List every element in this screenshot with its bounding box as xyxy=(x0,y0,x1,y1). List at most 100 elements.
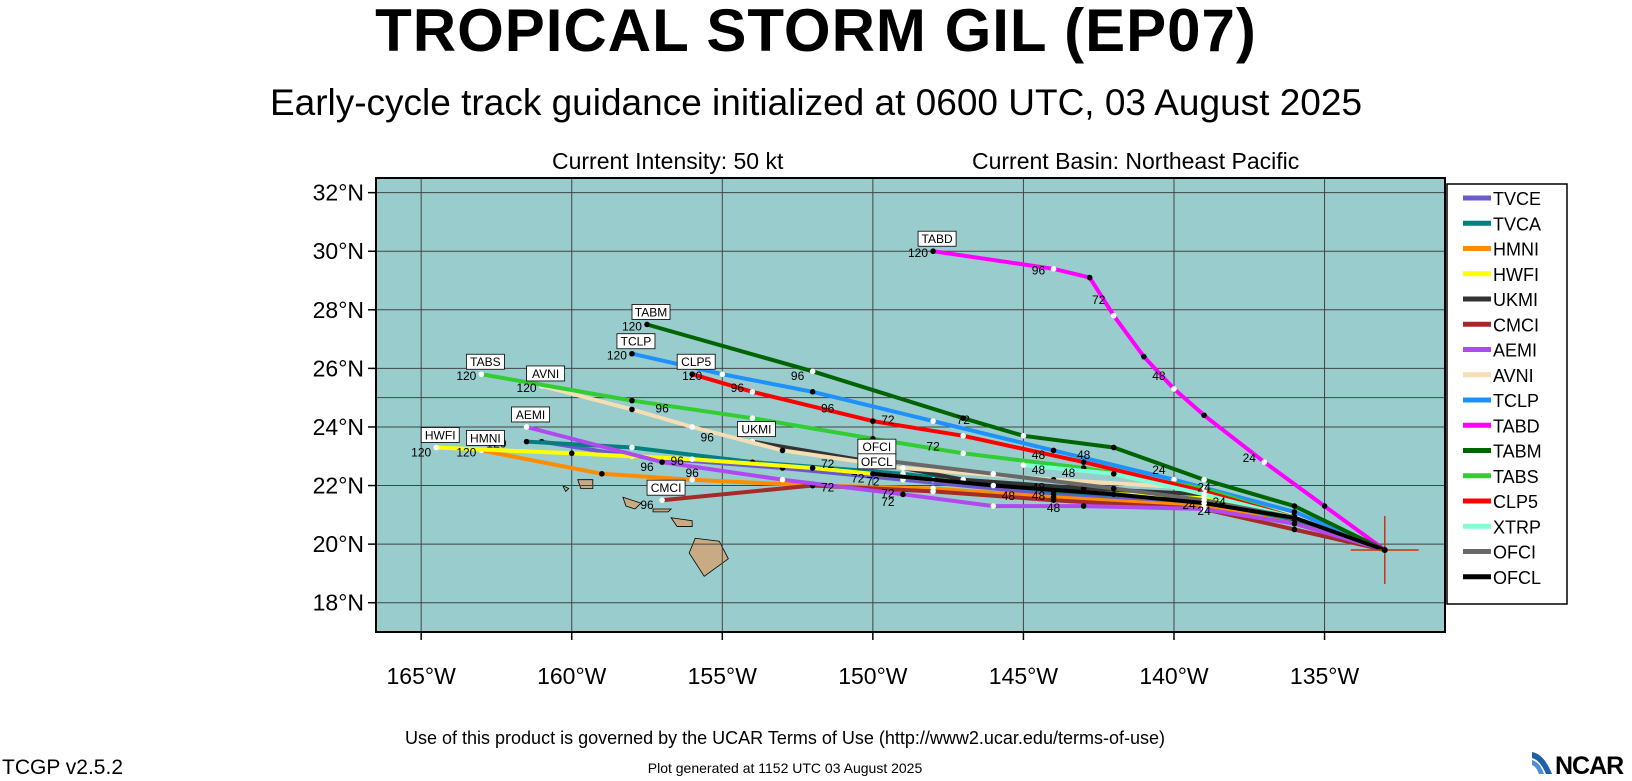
lon-tick-label: 140°W xyxy=(1139,663,1209,689)
end-label-box xyxy=(676,353,716,370)
legend-item-avni: AVNI xyxy=(1463,366,1534,386)
map-frame xyxy=(375,177,1446,633)
end-label-box xyxy=(857,453,897,470)
map-title: TROPICAL STORM GIL (EP07) xyxy=(375,0,1257,64)
end-label-aemi: AEMI xyxy=(511,406,550,423)
island-1 xyxy=(670,517,693,527)
legend-item-xtrp: XTRP xyxy=(1463,517,1541,537)
lat-tick-label: 18°N xyxy=(313,590,364,616)
island-0 xyxy=(688,537,729,577)
track-point xyxy=(1020,432,1027,439)
track-point xyxy=(749,389,756,395)
track-point xyxy=(1291,503,1298,509)
track-point xyxy=(1291,526,1298,533)
track-point xyxy=(719,371,726,378)
track-point xyxy=(523,424,530,430)
ocean-background xyxy=(376,178,1445,632)
track-point xyxy=(1110,312,1117,319)
end-label-text: OFCL xyxy=(861,455,893,469)
forecast-hour-label: 96 xyxy=(1032,264,1046,278)
current-basin: Current Basin: Northeast Pacific xyxy=(972,148,1300,174)
lat-tick-label: 32°N xyxy=(313,180,364,206)
end-label-box xyxy=(917,230,957,247)
legend-label: CLP5 xyxy=(1493,492,1538,512)
track-point xyxy=(930,248,936,255)
track-point xyxy=(1080,503,1087,509)
forecast-hour-label: 120 xyxy=(607,349,627,363)
track-point xyxy=(1171,476,1177,483)
map-subtitle: Early-cycle track guidance initialized a… xyxy=(269,82,1363,123)
forecast-hour-label: 72 xyxy=(881,495,895,509)
position-dot xyxy=(1381,546,1388,553)
legend-item-cmci: CMCI xyxy=(1463,315,1539,335)
track-point xyxy=(1171,386,1177,392)
end-label-box xyxy=(465,353,505,370)
end-label-box xyxy=(465,429,505,446)
legend-label: CMCI xyxy=(1493,315,1539,335)
track-point xyxy=(629,397,635,404)
track-point xyxy=(689,371,695,378)
track-point xyxy=(568,450,575,457)
end-label-box xyxy=(737,421,776,438)
track-point xyxy=(1110,491,1117,498)
legend-item-tabs: TABS xyxy=(1463,467,1539,487)
forecast-hour-label: 120 xyxy=(411,445,431,459)
track-point xyxy=(870,418,876,424)
end-label-text: OFCI xyxy=(863,440,892,454)
track-point xyxy=(599,471,605,477)
end-label-hmni: HMNI xyxy=(465,429,505,446)
track-point xyxy=(659,459,665,465)
lat-tick-label: 26°N xyxy=(313,355,364,381)
track-lines xyxy=(433,248,1386,552)
end-label-tabm: TABM xyxy=(631,304,671,320)
lat-tick-label: 28°N xyxy=(313,297,364,323)
track-point xyxy=(809,368,816,375)
forecast-hour-label: 96 xyxy=(640,460,654,474)
legend-item-tabd: TABD xyxy=(1463,416,1540,436)
forecast-hour-label: 120 xyxy=(682,369,702,383)
end-label-hwfi: HWFI xyxy=(420,427,460,443)
track-point xyxy=(809,389,816,395)
forecast-hour-label: 48 xyxy=(1032,489,1046,503)
end-label-box xyxy=(526,365,566,382)
forecast-hour-label: 120 xyxy=(908,246,928,260)
end-label-text: TABS xyxy=(470,355,500,369)
lon-tick-label: 155°W xyxy=(688,663,758,689)
legend-item-tabm: TABM xyxy=(1463,442,1542,462)
track-point xyxy=(1141,353,1147,360)
track-point xyxy=(1201,412,1207,419)
lon-tick-label: 165°W xyxy=(387,663,457,689)
island-4 xyxy=(577,479,594,489)
forecast-hour-label: 72 xyxy=(1092,293,1106,307)
forecast-hour-label: 48 xyxy=(1152,369,1166,383)
track-point xyxy=(990,503,997,509)
version-label: TCGP v2.5.2 xyxy=(2,756,123,779)
legend-label: TVCA xyxy=(1493,214,1541,234)
legend-label: XTRP xyxy=(1493,517,1541,537)
track-point xyxy=(689,424,695,430)
terms-of-use: Use of this product is governed by the U… xyxy=(405,728,1165,748)
legend-label: OFCL xyxy=(1493,568,1541,588)
forecast-hour-label: 48 xyxy=(1077,448,1091,462)
forecast-hour-label: 48 xyxy=(1062,466,1076,480)
forecast-hour-label: 24 xyxy=(1212,495,1226,509)
forecast-hour-label: 72 xyxy=(851,472,865,486)
lat-tick-label: 20°N xyxy=(313,531,364,557)
track-point xyxy=(689,476,695,483)
legend-item-ukmi: UKMI xyxy=(1463,290,1538,310)
end-label-clp5: CLP5 xyxy=(676,353,716,370)
end-label-box xyxy=(631,304,671,320)
end-label-avni: AVNI xyxy=(526,365,566,382)
track-point xyxy=(1291,509,1298,515)
track-point xyxy=(930,418,936,424)
legend-item-hwfi: HWFI xyxy=(1463,265,1539,285)
track-point xyxy=(433,444,440,451)
forecast-hour-label: 48 xyxy=(1032,480,1046,494)
end-label-tclp: TCLP xyxy=(616,333,656,350)
track-point xyxy=(1291,520,1298,527)
end-label-text: CMCI xyxy=(651,481,682,495)
end-label-ukmi: UKMI xyxy=(737,421,776,438)
end-label-text: UKMI xyxy=(741,423,771,437)
forecast-hour-label: 48 xyxy=(1002,489,1016,503)
